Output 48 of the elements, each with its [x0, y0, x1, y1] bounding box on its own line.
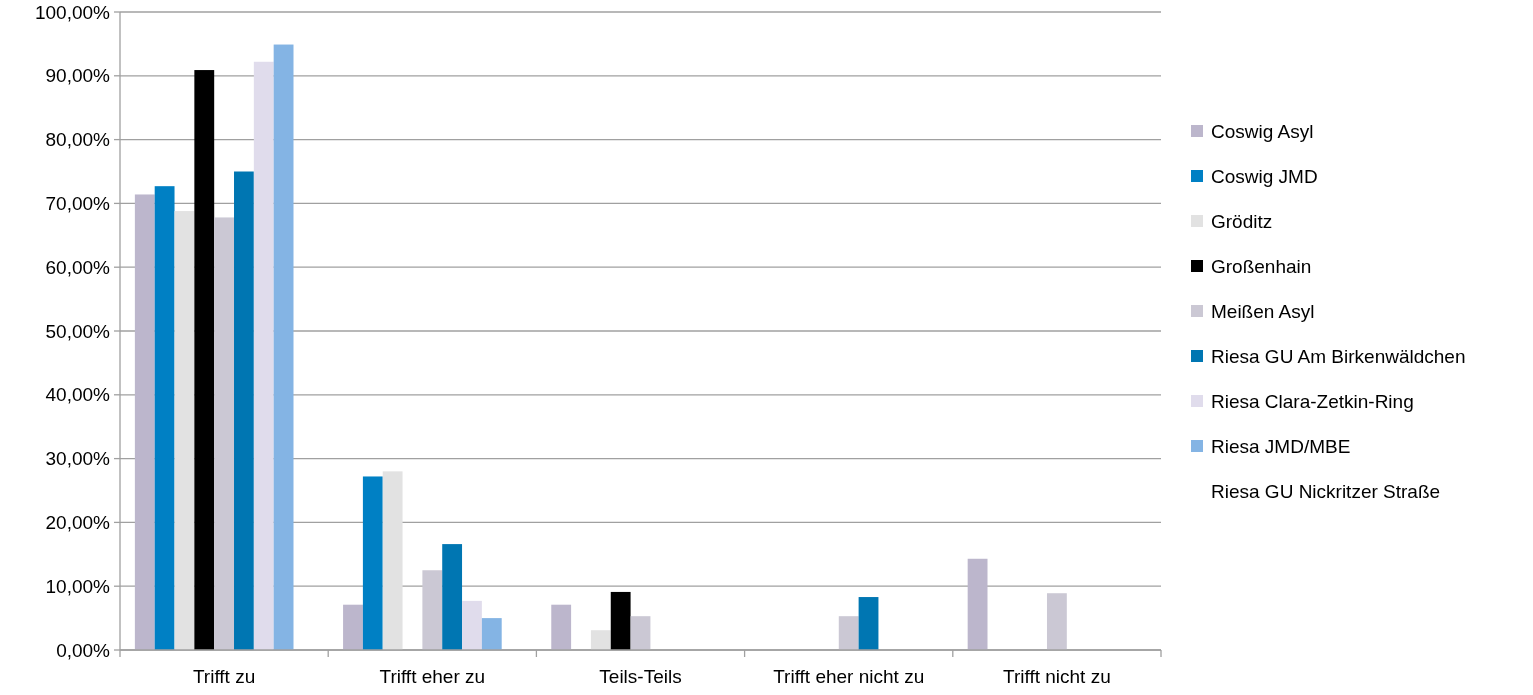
bar: [194, 70, 215, 650]
legend-label: Gröditz: [1211, 210, 1273, 232]
bar: [362, 476, 383, 650]
bar: [610, 591, 631, 650]
y-tick-label: 50,00%: [45, 320, 111, 342]
y-tick-label: 80,00%: [45, 129, 111, 151]
legend-label: Meißen Asyl: [1211, 300, 1315, 322]
legend-label: Großenhain: [1211, 255, 1312, 277]
bar: [343, 604, 363, 650]
y-tick-label: 20,00%: [45, 512, 111, 534]
legend-label: Coswig JMD: [1211, 165, 1318, 187]
x-tick-label: Teils-Teils: [599, 666, 682, 687]
text: Riesa GU Nickritzer Straße: [1211, 480, 1441, 502]
x-tick-label: Trifft zu: [192, 666, 256, 687]
bar: [253, 61, 274, 650]
bar: [838, 616, 859, 650]
y-tick-label: 70,00%: [45, 193, 111, 215]
bar: [174, 211, 195, 650]
y-tick-label: 0,00%: [56, 639, 111, 661]
bar: [442, 544, 463, 650]
x-tick-label: Trifft eher nicht zu: [773, 666, 925, 687]
bar: [1046, 593, 1067, 650]
bar: [858, 597, 879, 650]
legend-label: Riesa Clara-Zetkin-Ring: [1211, 390, 1414, 412]
bar: [234, 171, 254, 650]
legend-label: Riesa GU Am Birkenwäldchen: [1211, 345, 1466, 367]
bar: [382, 471, 403, 650]
bar: [590, 630, 611, 650]
bar: [214, 217, 235, 650]
bar: [481, 618, 502, 650]
x-tick-label: Trifft eher zu: [379, 666, 486, 687]
bar: [273, 44, 294, 650]
x-tick-label: Trifft nicht zu: [1003, 666, 1111, 687]
bar: [462, 600, 482, 650]
bar: [154, 186, 175, 650]
y-tick-label: 90,00%: [45, 65, 111, 87]
bar: [422, 570, 443, 650]
bar: [134, 194, 155, 650]
bar: [551, 604, 572, 650]
y-tick-label: 30,00%: [45, 448, 111, 470]
y-tick-label: 40,00%: [45, 384, 111, 406]
bar: [630, 616, 651, 650]
legend-label: Coswig Asyl: [1211, 120, 1314, 142]
y-tick-label: 60,00%: [45, 256, 111, 278]
legend-label: Riesa JMD/MBE: [1211, 435, 1351, 457]
y-tick-label: 10,00%: [45, 575, 111, 597]
bar: [967, 558, 988, 650]
y-tick-label: 100,00%: [34, 1, 111, 23]
